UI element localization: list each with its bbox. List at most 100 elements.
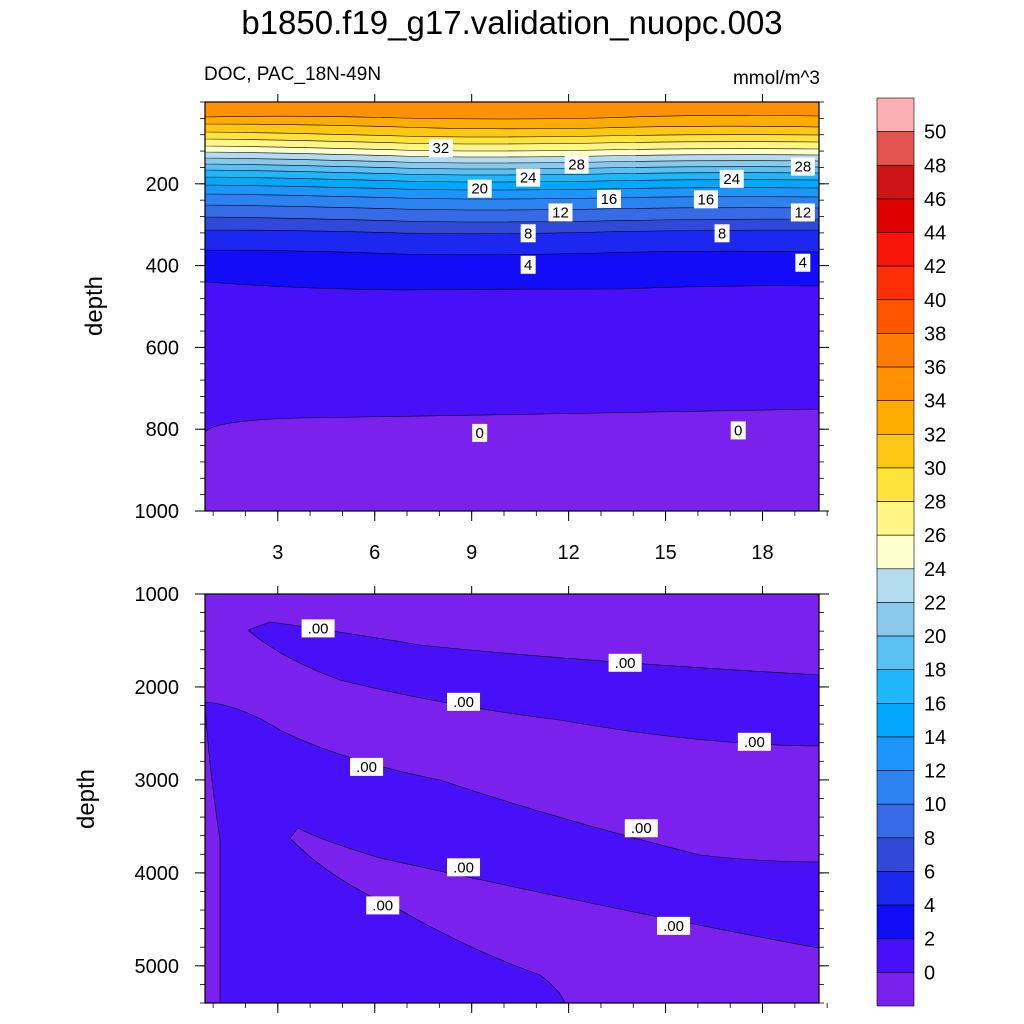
- units-label: mmol/m^3: [732, 68, 820, 89]
- upper-y-tick-label: 200: [146, 174, 179, 196]
- upper-contour-label: 24: [719, 169, 744, 188]
- upper-x-tick-label: 18: [751, 542, 773, 564]
- upper-contour-label-box: [564, 155, 589, 174]
- colorbar-swatch: [876, 568, 915, 603]
- colorbar-swatch: [876, 164, 915, 200]
- upper-contour-label-box: [520, 255, 536, 274]
- colorbar-swatch: [876, 904, 915, 940]
- upper-contour-label-text: 12: [552, 204, 569, 221]
- colorbar-swatch: [876, 972, 915, 1007]
- upper-x-tick-label: 9: [466, 542, 477, 564]
- lower-contour-label-box: [447, 692, 481, 711]
- upper-contour-label-box: [714, 224, 730, 243]
- colorbar-swatch: [876, 803, 915, 839]
- colorbar-swatch: [876, 433, 915, 469]
- lower-contour-label-box: [366, 896, 400, 915]
- colorbar-label: 16: [924, 693, 946, 715]
- colorbar-swatch: [876, 265, 915, 301]
- upper-contour-labels: 32 28 28 24 24 20 16 16 12 12 8 8 4 4 0 0: [428, 139, 815, 442]
- upper-contour-label: 28: [790, 157, 815, 176]
- lower-contour-label-text: .00: [308, 620, 329, 637]
- lower-contour-label: .00: [447, 692, 481, 711]
- upper-axis-ticks: 200 4 0 0 600 800 1000 3 6 9 12 15 18: [135, 94, 829, 564]
- colorbar-label: 2: [924, 929, 935, 951]
- lower-contour-label-text: .00: [453, 694, 474, 711]
- lower-contour-label-box: [301, 619, 335, 638]
- colorbar-label: 0: [924, 962, 935, 984]
- upper-y-tick-label: 1000: [135, 501, 180, 523]
- variable-region-label: DOC, PAC_18N-49N: [204, 64, 382, 85]
- upper-contour-label-box: [596, 189, 621, 208]
- upper-contour-label: 12: [790, 203, 815, 222]
- colorbar-label: 22: [924, 592, 946, 614]
- upper-plot-frame: [204, 101, 820, 512]
- lower-contour-label: .00: [350, 757, 384, 776]
- colorbar-swatch: [876, 938, 915, 973]
- colorbar-label: 4: [924, 895, 935, 917]
- colorbar-label: 6: [924, 861, 935, 883]
- lower-contour-label: .00: [447, 858, 481, 877]
- upper-contour-label-box: [467, 179, 492, 198]
- colorbar-label: 30: [924, 458, 946, 480]
- lower-contour-label: .00: [624, 819, 658, 838]
- upper-contour-label-text: 0: [476, 425, 484, 442]
- upper-contour-label: 4: [795, 253, 811, 272]
- colorbar-swatch: [876, 534, 915, 570]
- colorbar-swatch: [876, 501, 915, 536]
- lower-y-tick-label: 4000: [135, 863, 180, 885]
- colorbar-label: 32: [924, 424, 946, 446]
- upper-contour-label-text: 28: [568, 157, 585, 174]
- upper-contour-label: 24: [516, 168, 541, 187]
- colorbar-label: 42: [924, 256, 946, 278]
- lower-contour-labels: .00 .00 .00 .00 .00 .00 .00 .00 .00: [301, 619, 771, 935]
- lower-contour-label-box: [737, 732, 771, 751]
- lower-y-axis-title: depth: [73, 769, 100, 829]
- colorbar-swatch: [876, 770, 915, 805]
- lower-y-tick-label: 5000: [135, 956, 180, 978]
- upper-x-tick-label: 6: [369, 542, 380, 564]
- lower-axis-ticks: 1000 2000 3000 4000 5000: [135, 584, 829, 1013]
- colorbar-swatch: [876, 333, 915, 368]
- colorbar-label: 10: [924, 794, 946, 816]
- upper-contour-label: 4: [520, 255, 536, 274]
- lower-contour-label-box: [624, 819, 658, 838]
- colorbar-swatch: [876, 467, 915, 502]
- colorbar-label: 46: [924, 189, 946, 211]
- upper-contour-label-box: [693, 190, 718, 209]
- lower-contour-label: .00: [301, 619, 335, 638]
- colorbar-swatch: [876, 736, 915, 771]
- upper-contour-label: 28: [564, 155, 589, 174]
- colorbar-label: 36: [924, 357, 946, 379]
- upper-x-tick-label: 12: [558, 542, 580, 564]
- colorbar-label: 14: [924, 727, 946, 749]
- colorbar-label: 20: [924, 626, 946, 648]
- colorbar-swatch: [876, 635, 915, 671]
- lower-contour-label-text: .00: [615, 655, 636, 672]
- upper-y-axis-title: depth: [81, 276, 108, 336]
- upper-y-tick-label: 600: [146, 337, 179, 359]
- colorbar-swatch: [876, 198, 915, 233]
- upper-contour-label-text: 16: [698, 191, 715, 208]
- upper-contour-label-text: 28: [794, 159, 811, 176]
- colorbar-swatch: [876, 602, 915, 637]
- upper-contour-label-text: 24: [520, 170, 537, 187]
- upper-x-tick-label: 3: [272, 542, 283, 564]
- upper-y-tick-label: 800: [146, 419, 179, 441]
- chart-title: b1850.f19_g17.validation_nuopc.003: [241, 4, 783, 41]
- colorbar-swatch: [876, 366, 915, 401]
- upper-contour-label-box: [795, 253, 811, 272]
- lower-contour-label-text: .00: [372, 897, 393, 914]
- colorbar-swatch: [876, 97, 915, 132]
- upper-x-tick-label: 15: [654, 542, 676, 564]
- colorbar-label: 8: [924, 828, 935, 850]
- lower-contour-label-box: [350, 757, 384, 776]
- upper-contour-label-text: 16: [601, 191, 618, 208]
- upper-contour-label-box: [790, 203, 815, 222]
- upper-contour-label: 0: [730, 421, 746, 440]
- upper-contour-label-box: [548, 203, 573, 222]
- upper-contour-label: 12: [548, 203, 573, 222]
- lower-contour-label-text: .00: [453, 859, 474, 876]
- upper-contour-label-text: 4: [524, 257, 532, 274]
